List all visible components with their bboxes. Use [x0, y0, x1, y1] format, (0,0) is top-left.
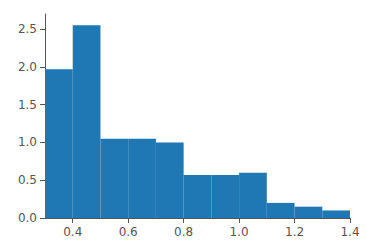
svg-text:1.0: 1.0 — [230, 225, 249, 239]
svg-text:0.5: 0.5 — [18, 173, 37, 187]
svg-text:0.6: 0.6 — [119, 225, 138, 239]
svg-text:1.2: 1.2 — [285, 225, 304, 239]
svg-text:2.0: 2.0 — [18, 60, 37, 74]
svg-text:1.0: 1.0 — [18, 135, 37, 149]
svg-text:0.8: 0.8 — [174, 225, 193, 239]
svg-text:1.5: 1.5 — [18, 98, 37, 112]
svg-text:2.5: 2.5 — [18, 22, 37, 36]
svg-text:1.4: 1.4 — [340, 225, 359, 239]
svg-text:0.0: 0.0 — [18, 211, 37, 225]
svg-text:0.4: 0.4 — [63, 225, 82, 239]
